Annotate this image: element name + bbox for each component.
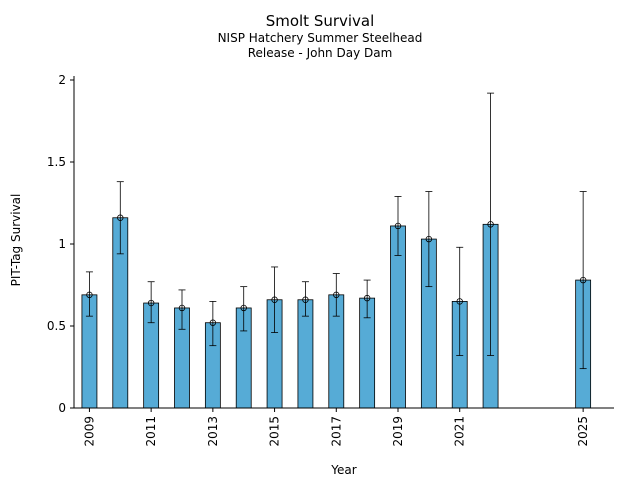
y-tick-label-4: 2 bbox=[58, 73, 66, 87]
ticks-group: 0 0.5 1 1.5 2 2009 2011 2013 2015 2017 2019 2021 202… bbox=[47, 73, 590, 447]
marker-2011 bbox=[147, 299, 155, 307]
chart-subtitle-line-1: NISP Hatchery Summer Steelhead bbox=[217, 31, 423, 45]
marker-2022 bbox=[487, 221, 494, 228]
marker-2014 bbox=[240, 304, 247, 312]
marker-2021 bbox=[456, 298, 463, 305]
y-tick-label-0: 0 bbox=[58, 401, 66, 415]
y-tick-label-2: 1 bbox=[58, 237, 66, 251]
marker-2020 bbox=[425, 235, 433, 243]
x-tick-label-2015: 2015 bbox=[268, 416, 282, 447]
x-tick-label-2021: 2021 bbox=[453, 416, 467, 447]
marker-2019 bbox=[394, 222, 402, 230]
marker-2010 bbox=[117, 214, 124, 221]
y-tick-label-1: 0.5 bbox=[47, 319, 66, 333]
x-tick-label-2013: 2013 bbox=[206, 416, 220, 447]
marker-2018 bbox=[363, 294, 371, 302]
axes-group bbox=[73, 76, 614, 409]
marker-2017 bbox=[333, 291, 340, 299]
markers-group bbox=[86, 214, 587, 326]
marker-2009 bbox=[86, 291, 93, 299]
chart-subtitle-line-2: Release - John Day Dam bbox=[247, 46, 393, 60]
x-tick-label-2009: 2009 bbox=[82, 416, 96, 447]
x-tick-label-2017: 2017 bbox=[329, 416, 343, 447]
x-tick-label-2019: 2019 bbox=[391, 416, 405, 447]
x-tick-label-2011: 2011 bbox=[144, 416, 158, 447]
y-tick-label-3: 1.5 bbox=[47, 155, 66, 169]
error-bars-group bbox=[85, 92, 587, 370]
marker-2015 bbox=[271, 296, 278, 303]
marker-2013 bbox=[209, 319, 217, 326]
x-axis-label: Year bbox=[331, 463, 357, 477]
chart-title: Smolt Survival bbox=[265, 12, 375, 30]
marker-2025 bbox=[579, 276, 587, 284]
marker-2016 bbox=[302, 296, 309, 303]
marker-2012 bbox=[178, 304, 186, 312]
x-tick-label-2025: 2025 bbox=[576, 416, 590, 447]
